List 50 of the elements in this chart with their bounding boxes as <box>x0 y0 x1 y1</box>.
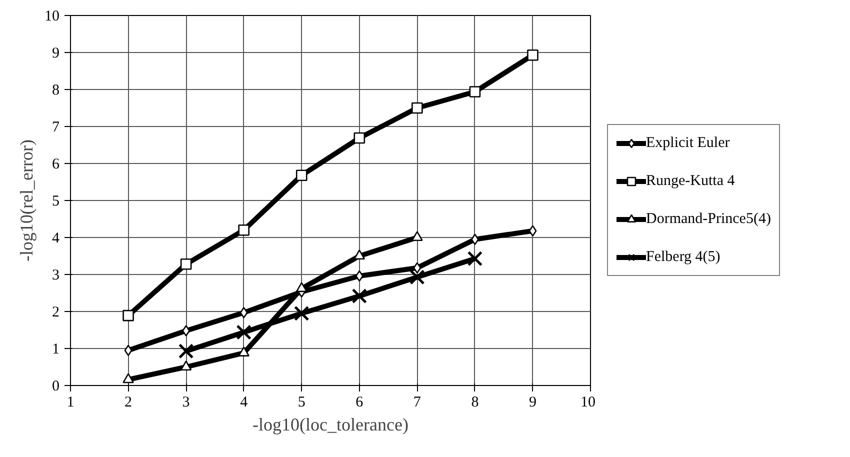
x-tick-label: 9 <box>528 394 536 410</box>
x-tick-label: 1 <box>66 394 74 410</box>
point <box>240 306 248 318</box>
y-tick-label: 9 <box>52 46 60 62</box>
point <box>178 343 194 359</box>
point <box>527 49 538 61</box>
point <box>410 269 425 285</box>
y-tick-label: 0 <box>52 378 60 394</box>
y-axis-title: -log10(rel_error) <box>16 140 36 262</box>
legend-label: Runge-Kutta 4 <box>646 172 735 190</box>
point <box>122 373 134 384</box>
x-tick-label: 7 <box>413 394 422 410</box>
x-axis-title: -log10(loc_tolerance) <box>252 414 408 434</box>
y-tick-label: 10 <box>44 8 60 24</box>
point <box>238 224 250 236</box>
y-tick-label: 5 <box>52 194 60 210</box>
x-tick-label: 5 <box>298 394 306 410</box>
point <box>296 170 308 181</box>
point <box>124 344 132 356</box>
legend-label: Explicit Euler <box>646 134 730 152</box>
point <box>182 325 190 336</box>
y-tick-label: 8 <box>52 82 60 98</box>
y-tick-label: 6 <box>52 156 60 172</box>
point <box>412 102 423 114</box>
x-tick-label: 4 <box>240 394 248 410</box>
legend-label: Felberg 4(5) <box>646 248 720 266</box>
point <box>294 306 310 321</box>
point <box>528 225 537 236</box>
x-tick-label: 10 <box>580 394 596 410</box>
x-tick-label: 6 <box>356 394 364 410</box>
legend-label: Dormand-Prince5(4) <box>646 210 771 228</box>
point <box>180 258 192 270</box>
point <box>122 310 134 322</box>
y-tick-label: 4 <box>52 230 60 246</box>
point <box>352 288 368 304</box>
point <box>470 234 479 245</box>
y-tick-label: 7 <box>52 120 60 136</box>
point <box>467 250 483 266</box>
point <box>413 262 422 274</box>
point <box>354 132 366 144</box>
y-tick-label: 3 <box>52 268 60 284</box>
point <box>236 324 252 340</box>
x-tick-label: 3 <box>182 394 190 410</box>
x-tick-label: 8 <box>471 394 479 410</box>
point <box>412 231 423 242</box>
point <box>355 270 364 282</box>
y-tick-label: 1 <box>52 342 60 358</box>
point <box>469 86 481 98</box>
y-tick-label: 2 <box>52 304 60 320</box>
x-tick-label: 2 <box>124 394 132 410</box>
